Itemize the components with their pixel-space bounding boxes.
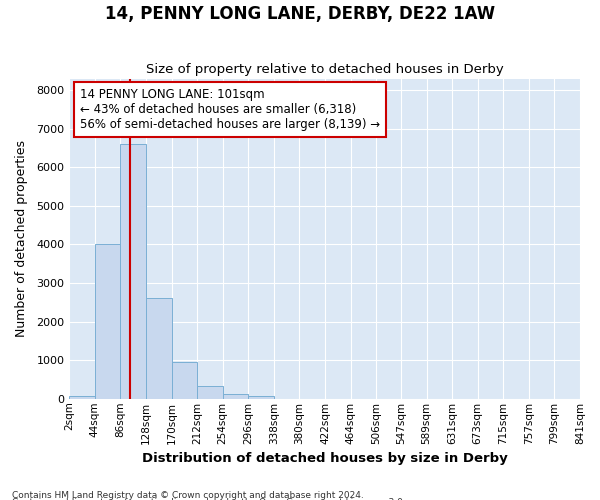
Bar [70,396,95,399]
Bar [248,396,274,399]
Text: Contains public sector information licensed under the Open Government Licence v3: Contains public sector information licen… [12,498,406,500]
X-axis label: Distribution of detached houses by size in Derby: Distribution of detached houses by size … [142,452,508,465]
Text: 14 PENNY LONG LANE: 101sqm
← 43% of detached houses are smaller (6,318)
56% of s: 14 PENNY LONG LANE: 101sqm ← 43% of deta… [80,88,380,131]
Title: Size of property relative to detached houses in Derby: Size of property relative to detached ho… [146,63,503,76]
Y-axis label: Number of detached properties: Number of detached properties [15,140,28,337]
Bar [146,298,172,399]
Text: 14, PENNY LONG LANE, DERBY, DE22 1AW: 14, PENNY LONG LANE, DERBY, DE22 1AW [105,5,495,23]
Bar [223,394,248,399]
Bar [197,386,223,399]
Text: Contains HM Land Registry data © Crown copyright and database right 2024.: Contains HM Land Registry data © Crown c… [12,490,364,500]
Bar [95,244,121,399]
Bar [172,362,197,399]
Bar [121,144,146,399]
